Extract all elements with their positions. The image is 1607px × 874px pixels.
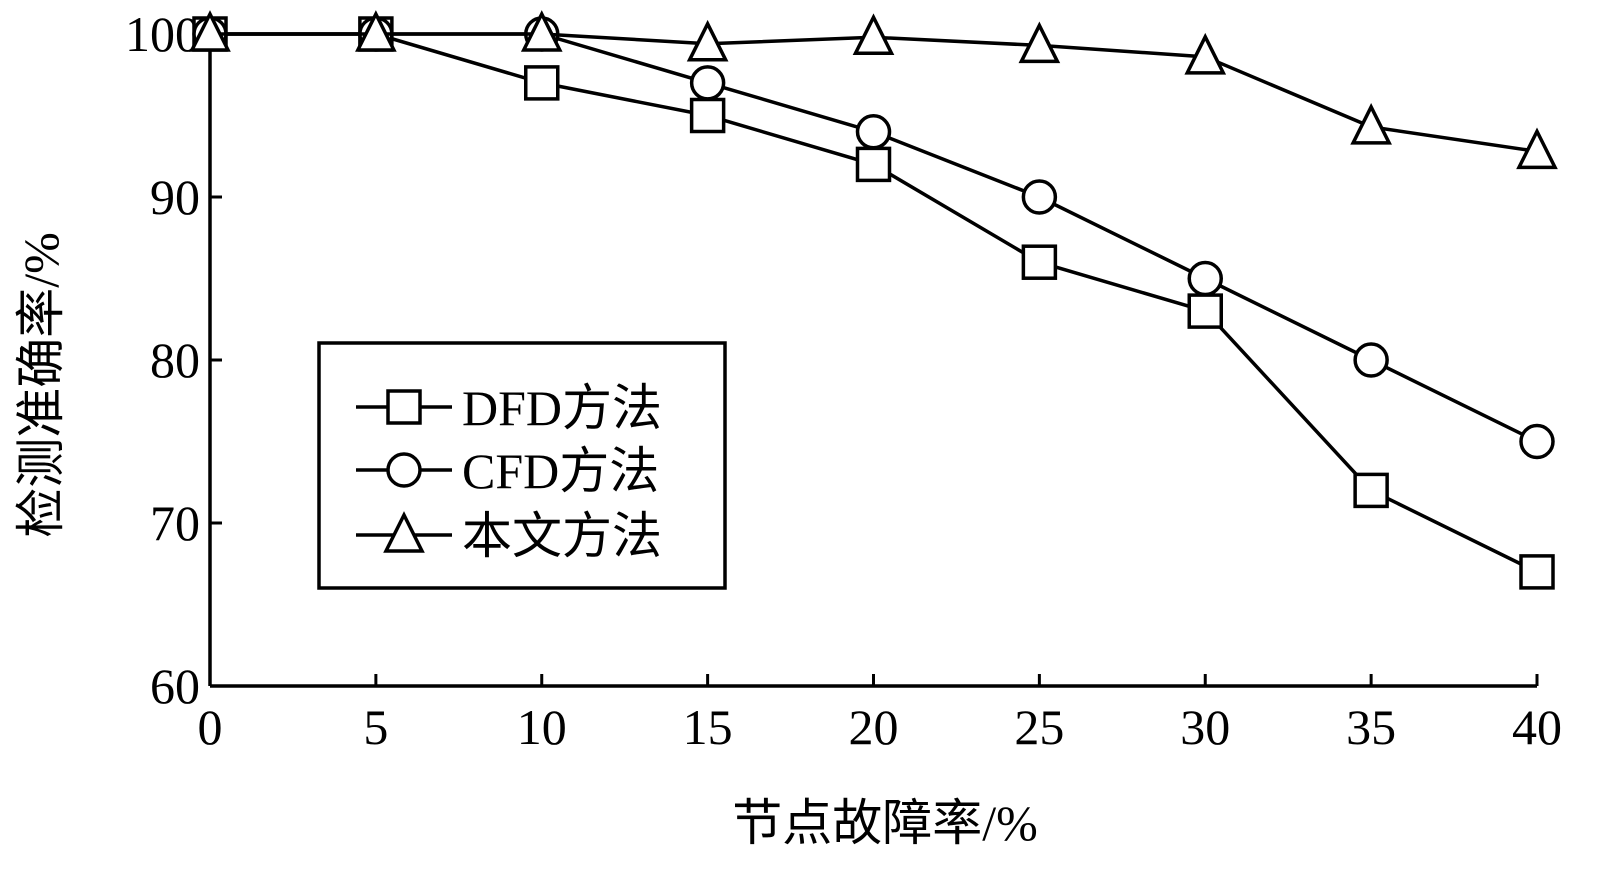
circle-point-40	[1519, 423, 1555, 460]
circle-point-35	[1353, 342, 1389, 378]
circle-point-20	[855, 114, 892, 150]
x-tick-label-40: 40	[1512, 699, 1562, 755]
x-tick-label-10: 10	[517, 699, 567, 755]
y-tick-label-80: 80	[150, 332, 200, 388]
legend-marker-circle	[386, 452, 422, 488]
y-tick-label-70: 70	[150, 495, 200, 551]
x-tick-label-30: 30	[1180, 699, 1230, 755]
triangle-point-15	[686, 19, 729, 62]
y-tick-label-60: 60	[150, 658, 200, 714]
x-tick-label-15: 15	[683, 699, 733, 755]
square-point-15	[689, 97, 726, 134]
series-group	[189, 10, 1558, 590]
circle-point-25	[1021, 179, 1058, 215]
square-point-10	[524, 65, 560, 101]
triangle-point-40	[1516, 127, 1558, 170]
y-axis-title: 检测准确率/%	[13, 232, 69, 538]
legend-marker-square	[386, 389, 422, 425]
y-tick-label-90: 90	[150, 169, 200, 225]
x-tick-label-20: 20	[849, 699, 899, 755]
legend-marker-triangle	[383, 511, 425, 553]
triangle-point-10	[520, 10, 563, 52]
x-tick-label-5: 5	[363, 699, 388, 755]
x-tick-label-0: 0	[198, 699, 223, 755]
triangle-point-35	[1350, 102, 1392, 145]
y-tick-label-100: 100	[125, 6, 200, 62]
series-triangle	[189, 10, 1558, 170]
square-point-30	[1187, 293, 1223, 329]
triangle-point-20	[852, 13, 895, 56]
legend-label-circle: CFD方法	[462, 443, 659, 499]
triangle-point-25	[1018, 21, 1061, 64]
square-point-25	[1021, 244, 1058, 280]
x-tick-label-25: 25	[1014, 699, 1064, 755]
square-point-40	[1519, 554, 1555, 590]
legend-label-triangle: 本文方法	[462, 508, 662, 564]
triangle-point-5	[355, 10, 397, 52]
x-axis-title: 节点故障率/%	[732, 795, 1038, 851]
square-point-35	[1353, 472, 1389, 509]
axes: 0 5 10 15 20 25 30 35 40 60 70 80 90 100	[125, 6, 1562, 755]
triangle-point-0	[189, 10, 231, 52]
circle-point-30	[1187, 260, 1223, 297]
circle-point-15	[689, 65, 726, 101]
triangle-point-30	[1184, 32, 1227, 75]
x-tick-label-35: 35	[1346, 699, 1396, 755]
square-point-20	[855, 146, 892, 183]
legend-label-square: DFD方法	[462, 380, 662, 436]
